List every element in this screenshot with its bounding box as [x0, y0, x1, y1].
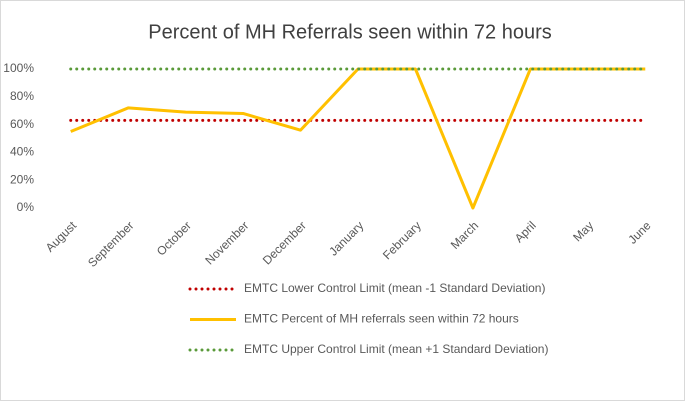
- legend-label: EMTC Percent of MH referrals seen within…: [244, 312, 519, 326]
- chart-title: Percent of MH Referrals seen within 72 h…: [148, 21, 552, 43]
- legend-label: EMTC Lower Control Limit (mean -1 Standa…: [244, 281, 545, 295]
- legend-label: EMTC Upper Control Limit (mean +1 Standa…: [244, 342, 548, 356]
- y-tick-label: 20%: [10, 172, 34, 186]
- y-tick-label: 100%: [3, 61, 34, 75]
- y-tick-label: 80%: [10, 89, 34, 103]
- y-tick-label: 0%: [17, 200, 35, 214]
- y-tick-label: 60%: [10, 117, 34, 131]
- y-tick-label: 40%: [10, 145, 34, 159]
